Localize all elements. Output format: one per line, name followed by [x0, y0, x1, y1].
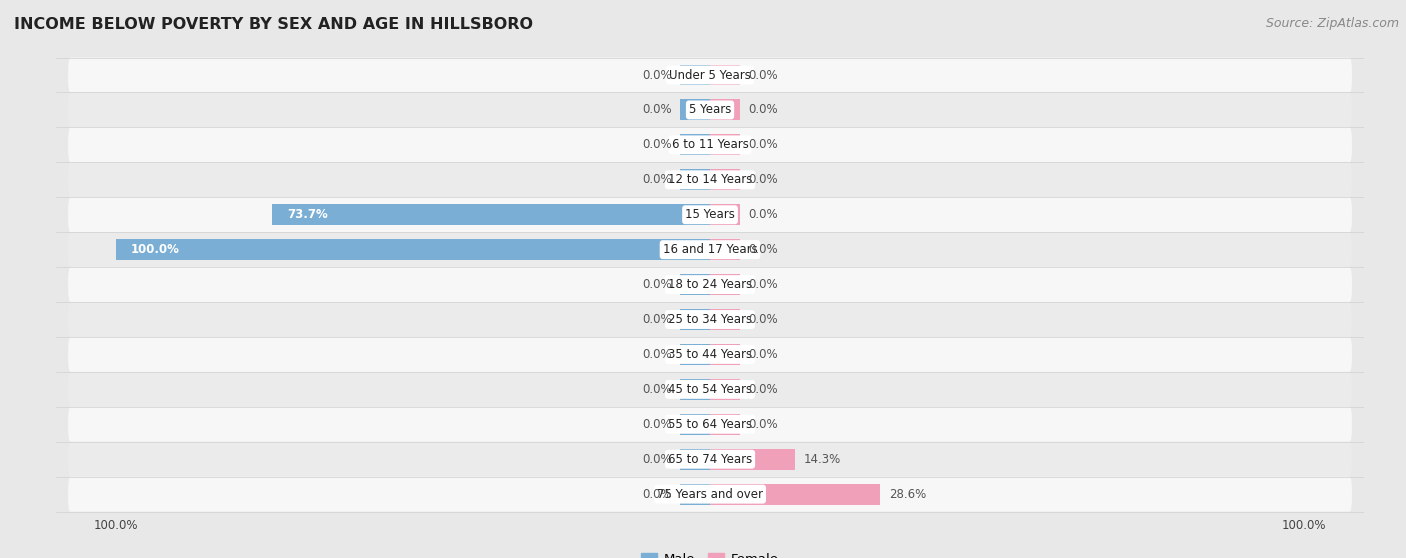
Legend: Male, Female: Male, Female [636, 547, 785, 558]
Text: 0.0%: 0.0% [641, 488, 672, 501]
FancyBboxPatch shape [67, 198, 1353, 232]
FancyBboxPatch shape [67, 232, 1353, 267]
Bar [710, 239, 740, 260]
Text: 0.0%: 0.0% [748, 174, 779, 186]
Text: 0.0%: 0.0% [641, 69, 672, 81]
Bar [710, 309, 740, 330]
FancyBboxPatch shape [67, 162, 1353, 198]
Text: 73.7%: 73.7% [287, 208, 328, 221]
Bar [710, 379, 740, 400]
Text: 0.0%: 0.0% [748, 348, 779, 361]
Text: 0.0%: 0.0% [748, 69, 779, 81]
Text: 0.0%: 0.0% [748, 103, 779, 117]
Bar [681, 309, 710, 330]
Text: INCOME BELOW POVERTY BY SEX AND AGE IN HILLSBORO: INCOME BELOW POVERTY BY SEX AND AGE IN H… [14, 17, 533, 32]
Bar [710, 344, 740, 365]
Text: 28.6%: 28.6% [889, 488, 927, 501]
Text: 0.0%: 0.0% [748, 243, 779, 256]
FancyBboxPatch shape [67, 407, 1353, 442]
Bar [681, 274, 710, 295]
Text: 0.0%: 0.0% [748, 208, 779, 221]
Text: 75 Years and over: 75 Years and over [657, 488, 763, 501]
Text: 16 and 17 Years: 16 and 17 Years [662, 243, 758, 256]
FancyBboxPatch shape [67, 477, 1353, 512]
Text: 0.0%: 0.0% [748, 383, 779, 396]
Text: Under 5 Years: Under 5 Years [669, 69, 751, 81]
Text: 0.0%: 0.0% [641, 383, 672, 396]
Text: 6 to 11 Years: 6 to 11 Years [672, 138, 748, 151]
Text: 15 Years: 15 Years [685, 208, 735, 221]
Text: 18 to 24 Years: 18 to 24 Years [668, 278, 752, 291]
Bar [710, 449, 794, 470]
FancyBboxPatch shape [67, 127, 1353, 162]
Bar [681, 379, 710, 400]
Text: 12 to 14 Years: 12 to 14 Years [668, 174, 752, 186]
FancyBboxPatch shape [67, 302, 1353, 337]
Text: 0.0%: 0.0% [748, 418, 779, 431]
Text: 0.0%: 0.0% [641, 453, 672, 466]
FancyBboxPatch shape [67, 267, 1353, 302]
Bar [271, 204, 710, 225]
Text: 0.0%: 0.0% [641, 348, 672, 361]
FancyBboxPatch shape [67, 442, 1353, 477]
Bar [681, 99, 710, 121]
Text: 100.0%: 100.0% [131, 243, 180, 256]
Text: 45 to 54 Years: 45 to 54 Years [668, 383, 752, 396]
Bar [681, 414, 710, 435]
Text: Source: ZipAtlas.com: Source: ZipAtlas.com [1265, 17, 1399, 30]
Bar [710, 204, 740, 225]
Text: 55 to 64 Years: 55 to 64 Years [668, 418, 752, 431]
Bar [710, 169, 740, 190]
Text: 0.0%: 0.0% [641, 278, 672, 291]
Bar [681, 169, 710, 190]
FancyBboxPatch shape [67, 93, 1353, 127]
Bar [710, 134, 740, 155]
Text: 65 to 74 Years: 65 to 74 Years [668, 453, 752, 466]
Bar [681, 344, 710, 365]
Text: 0.0%: 0.0% [641, 174, 672, 186]
Bar [710, 414, 740, 435]
Text: 25 to 34 Years: 25 to 34 Years [668, 313, 752, 326]
FancyBboxPatch shape [67, 57, 1353, 93]
Bar [710, 99, 740, 121]
Text: 0.0%: 0.0% [748, 278, 779, 291]
Bar [681, 134, 710, 155]
Text: 35 to 44 Years: 35 to 44 Years [668, 348, 752, 361]
Bar [681, 449, 710, 470]
Bar [710, 484, 880, 504]
Bar [710, 65, 740, 85]
FancyBboxPatch shape [67, 337, 1353, 372]
Bar [115, 239, 710, 260]
Bar [710, 274, 740, 295]
Text: 0.0%: 0.0% [748, 313, 779, 326]
FancyBboxPatch shape [67, 372, 1353, 407]
Text: 0.0%: 0.0% [641, 418, 672, 431]
Bar [681, 484, 710, 504]
Text: 14.3%: 14.3% [804, 453, 841, 466]
Text: 0.0%: 0.0% [641, 138, 672, 151]
Text: 5 Years: 5 Years [689, 103, 731, 117]
Text: 0.0%: 0.0% [641, 103, 672, 117]
Text: 0.0%: 0.0% [641, 313, 672, 326]
Bar [681, 65, 710, 85]
Text: 0.0%: 0.0% [748, 138, 779, 151]
